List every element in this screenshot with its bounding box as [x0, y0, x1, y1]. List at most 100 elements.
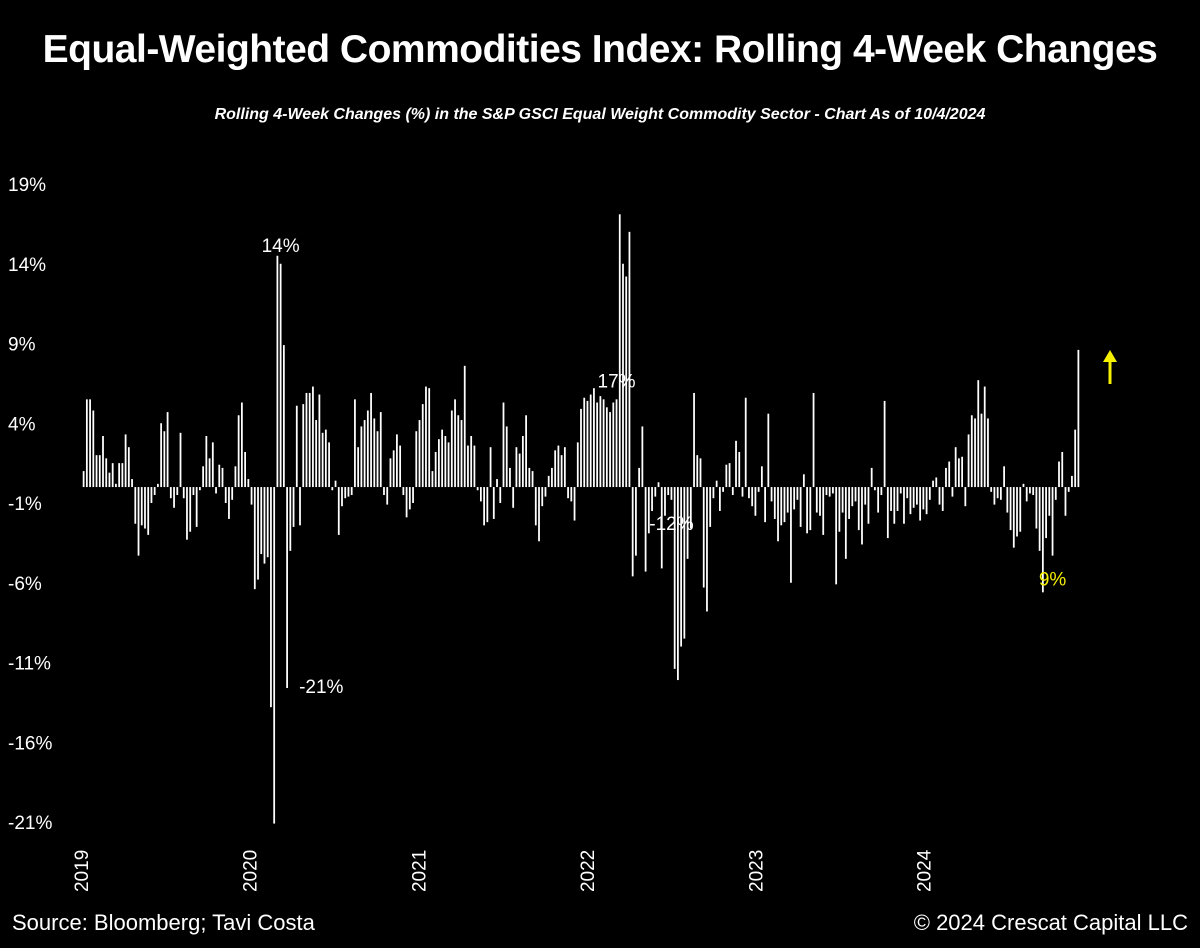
bar	[702, 487, 705, 588]
bar	[1071, 475, 1073, 488]
bar	[870, 467, 873, 488]
bar	[841, 487, 844, 513]
x-tick-label: 2021	[410, 850, 431, 892]
bar	[1029, 487, 1031, 494]
bar	[240, 402, 243, 488]
bar	[683, 487, 686, 639]
y-tick-label: -1%	[8, 494, 42, 515]
bar	[166, 412, 169, 488]
bar	[454, 399, 456, 488]
bar	[137, 487, 140, 556]
bar	[554, 450, 557, 488]
bar	[538, 487, 540, 542]
data-label: 9%	[1039, 570, 1067, 591]
bar	[625, 276, 628, 488]
bar	[476, 487, 479, 491]
bar	[605, 407, 608, 488]
bar	[266, 487, 269, 558]
bar	[457, 415, 460, 488]
bar	[712, 487, 715, 499]
y-tick-label: -6%	[8, 574, 42, 595]
bar	[447, 442, 450, 488]
bar	[1016, 487, 1018, 537]
bar	[786, 487, 789, 513]
bar	[780, 487, 783, 526]
bar	[790, 487, 792, 583]
bar	[767, 413, 770, 488]
bar	[857, 487, 860, 531]
bar	[344, 487, 347, 499]
bar	[964, 487, 967, 507]
bar	[425, 386, 427, 488]
bar	[179, 432, 182, 488]
bar	[373, 418, 376, 488]
bar	[399, 445, 402, 488]
bar	[257, 487, 259, 580]
data-label: 17%	[598, 371, 636, 392]
bar	[945, 467, 947, 488]
bar	[651, 487, 653, 511]
bar	[108, 472, 111, 488]
bar	[496, 479, 498, 488]
bar	[428, 388, 431, 488]
bar	[667, 487, 670, 496]
bar	[396, 434, 398, 488]
data-label: 14%	[262, 236, 300, 257]
bar	[434, 451, 437, 488]
bar	[234, 466, 237, 488]
bar	[589, 394, 592, 488]
bar	[815, 487, 818, 513]
bar	[302, 404, 305, 488]
bar	[664, 487, 666, 516]
bar	[460, 420, 463, 488]
bar	[354, 399, 356, 488]
bar	[903, 487, 905, 524]
bar	[111, 463, 114, 488]
bar	[928, 487, 931, 500]
bar	[848, 487, 850, 519]
bar	[906, 487, 909, 499]
bar	[127, 447, 130, 488]
bar	[932, 480, 934, 488]
bar	[366, 410, 369, 488]
bar	[777, 487, 779, 542]
bar	[479, 487, 482, 502]
bar	[467, 445, 469, 488]
y-tick-label: -16%	[8, 733, 52, 754]
bar	[912, 487, 915, 508]
x-tick-label: 2019	[72, 850, 93, 892]
bar	[134, 487, 137, 524]
bar	[292, 487, 295, 527]
bar	[738, 451, 741, 488]
bar	[153, 487, 156, 496]
bar	[499, 487, 502, 503]
bar	[1025, 487, 1028, 502]
bar	[270, 487, 272, 708]
bar	[144, 487, 146, 529]
bar	[822, 487, 825, 535]
bar	[518, 453, 521, 488]
bar	[221, 467, 224, 488]
bar	[334, 480, 337, 488]
bar	[744, 397, 747, 488]
bar	[250, 487, 253, 505]
bar	[806, 487, 808, 534]
bar	[754, 487, 757, 516]
bar	[431, 471, 434, 488]
source-note: Source: Bloomberg; Tavi Costa	[12, 910, 315, 935]
bar	[1064, 487, 1067, 516]
bar	[689, 487, 692, 529]
y-tick-label: 19%	[8, 175, 46, 196]
bar	[85, 399, 88, 488]
bar	[1051, 487, 1054, 556]
bar	[531, 471, 534, 488]
bar	[544, 487, 547, 497]
bar	[631, 487, 634, 577]
bar	[528, 467, 531, 488]
bar	[295, 405, 298, 488]
bar	[686, 487, 689, 559]
bar	[563, 447, 566, 488]
bar	[218, 464, 221, 488]
bar	[312, 386, 314, 488]
bar	[941, 487, 944, 511]
